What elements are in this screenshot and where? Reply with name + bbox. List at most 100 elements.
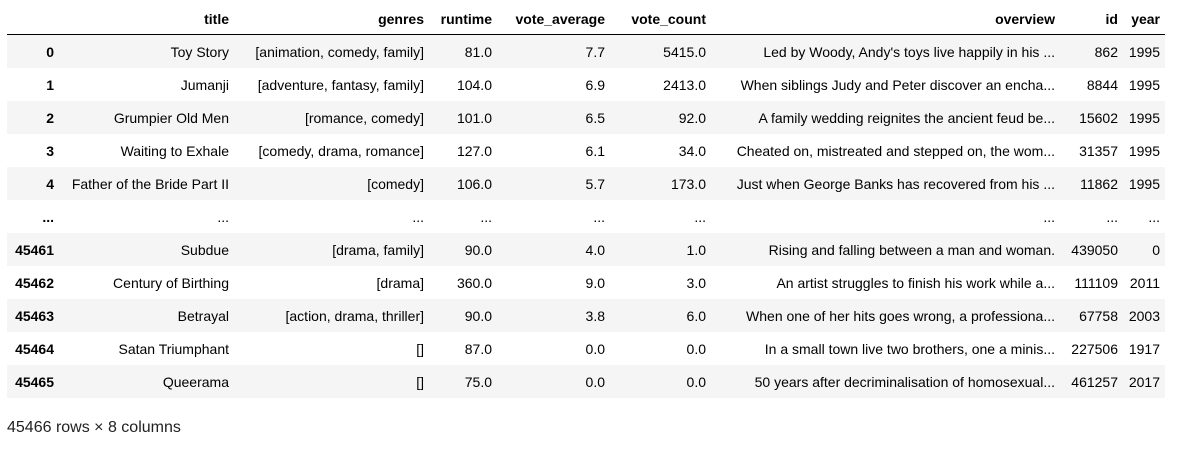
ellipsis-row: ... ... ... ... ... ... ... ... ...	[7, 200, 1165, 233]
dataframe-shape-text: 45466 rows × 8 columns	[7, 419, 181, 436]
cell-runtime: 104.0	[456, 76, 492, 93]
row-index: ...	[42, 208, 54, 225]
cell-genres: [comedy, drama, romance]	[258, 142, 424, 159]
cell-id: 227506	[1071, 340, 1118, 357]
cell-vote-average: 9.0	[585, 274, 605, 291]
cell-id: 31357	[1079, 142, 1118, 159]
row-index: 45461	[15, 241, 54, 258]
cell-vote-count: 6.0	[686, 307, 706, 324]
row-index: 45464	[15, 340, 54, 357]
cell-runtime: 90.0	[464, 307, 492, 324]
cell-year: 1995	[1128, 109, 1160, 126]
cell-vote-count: 0.0	[686, 373, 706, 390]
table-row: 3 Waiting to Exhale [comedy, drama, roma…	[7, 134, 1165, 167]
cell-runtime: 75.0	[464, 373, 492, 390]
cell-year: 1917	[1128, 340, 1160, 357]
column-header-year: year	[1123, 3, 1165, 35]
cell-vote-count: 2413.0	[663, 76, 706, 93]
cell-vote-average: 4.0	[585, 241, 605, 258]
table-row: 45462 Century of Birthing [drama] 360.0 …	[7, 266, 1165, 299]
cell-year: 1995	[1128, 43, 1160, 60]
table-row: 45464 Satan Triumphant [] 87.0 0.0 0.0 I…	[7, 332, 1165, 365]
cell-genres: [comedy]	[367, 175, 424, 192]
column-header-runtime: runtime	[429, 3, 497, 35]
row-index: 0	[46, 43, 54, 60]
cell-year: 1995	[1128, 142, 1160, 159]
column-header-title: title	[59, 3, 234, 35]
row-index: 1	[46, 76, 54, 93]
table-body: 0 Toy Story [animation, comedy, family] …	[7, 34, 1165, 398]
cell-runtime: 101.0	[456, 109, 492, 126]
cell-id: 439050	[1071, 241, 1118, 258]
cell-vote-average: 6.5	[585, 109, 605, 126]
cell-vote-count: 3.0	[686, 274, 706, 291]
cell-vote-average: 3.8	[585, 307, 605, 324]
table-row: 45463 Betrayal [action, drama, thriller]…	[7, 299, 1165, 332]
cell-runtime: 127.0	[456, 142, 492, 159]
cell-id: 67758	[1079, 307, 1118, 324]
cell-vote-average: 0.0	[585, 340, 605, 357]
cell-title: Grumpier Old Men	[113, 109, 229, 126]
cell-title: Satan Triumphant	[118, 340, 229, 357]
cell-title: Century of Birthing	[113, 274, 229, 291]
cell-overview: When one of her hits goes wrong, a profe…	[746, 307, 1055, 324]
cell-title: Queerama	[162, 373, 229, 390]
table-row: 45465 Queerama [] 75.0 0.0 0.0 50 years …	[7, 365, 1165, 398]
cell-genres: ...	[412, 208, 424, 225]
cell-genres: [animation, comedy, family]	[255, 43, 424, 60]
dataframe-output: title genres runtime vote_average vote_c…	[7, 3, 1165, 398]
row-index: 4	[46, 175, 54, 192]
cell-vote-count: 92.0	[678, 109, 706, 126]
cell-genres: [drama, family]	[332, 241, 424, 258]
cell-year: ...	[1148, 208, 1160, 225]
cell-overview: Led by Woody, Andy's toys live happily i…	[763, 43, 1055, 60]
cell-genres: [romance, comedy]	[304, 109, 424, 126]
cell-title: Subdue	[180, 241, 229, 258]
cell-vote-count: 173.0	[670, 175, 706, 192]
cell-year: 2017	[1128, 373, 1160, 390]
column-header-index	[7, 3, 59, 35]
row-index: 45462	[15, 274, 54, 291]
cell-title: Jumanji	[180, 76, 229, 93]
cell-overview: Just when George Banks has recovered fro…	[736, 175, 1055, 192]
cell-vote-count: 1.0	[686, 241, 706, 258]
cell-year: 2003	[1128, 307, 1160, 324]
cell-vote-count: ...	[694, 208, 706, 225]
cell-overview: When siblings Judy and Peter discover an…	[740, 76, 1055, 93]
cell-vote-average: 6.9	[585, 76, 605, 93]
header-row: title genres runtime vote_average vote_c…	[7, 3, 1165, 35]
cell-id: 461257	[1071, 373, 1118, 390]
cell-runtime: 87.0	[464, 340, 492, 357]
cell-title: Father of the Bride Part II	[71, 175, 229, 192]
cell-id: 8844	[1086, 76, 1118, 93]
table-row: 2 Grumpier Old Men [romance, comedy] 101…	[7, 101, 1165, 134]
cell-genres: [drama]	[376, 274, 424, 291]
cell-title: Betrayal	[177, 307, 229, 324]
column-header-vote-count: vote_count	[610, 3, 711, 35]
cell-year: 1995	[1128, 76, 1160, 93]
cell-runtime: 90.0	[464, 241, 492, 258]
cell-year: 1995	[1128, 175, 1160, 192]
cell-genres: [action, drama, thriller]	[285, 307, 425, 324]
cell-overview: 50 years after decriminalisation of homo…	[754, 373, 1055, 390]
cell-vote-average: ...	[593, 208, 605, 225]
cell-vote-average: 7.7	[585, 43, 605, 60]
cell-runtime: ...	[480, 208, 492, 225]
cell-vote-average: 5.7	[585, 175, 605, 192]
cell-id: 111109	[1074, 274, 1118, 291]
cell-year: 0	[1152, 241, 1160, 258]
column-header-overview: overview	[711, 3, 1060, 35]
row-index: 3	[46, 142, 54, 159]
cell-runtime: 360.0	[456, 274, 492, 291]
cell-genres: [adventure, fantasy, family]	[257, 76, 424, 93]
cell-vote-count: 34.0	[678, 142, 706, 159]
cell-overview: Rising and falling between a man and wom…	[768, 241, 1055, 258]
dataframe-table: title genres runtime vote_average vote_c…	[7, 3, 1165, 398]
cell-overview: A family wedding reignites the ancient f…	[758, 109, 1055, 126]
table-row: 0 Toy Story [animation, comedy, family] …	[7, 34, 1165, 68]
cell-vote-average: 0.0	[585, 373, 605, 390]
cell-title: Toy Story	[170, 43, 229, 60]
row-index: 45463	[15, 307, 54, 324]
cell-vote-average: 6.1	[585, 142, 605, 159]
table-row: 45461 Subdue [drama, family] 90.0 4.0 1.…	[7, 233, 1165, 266]
